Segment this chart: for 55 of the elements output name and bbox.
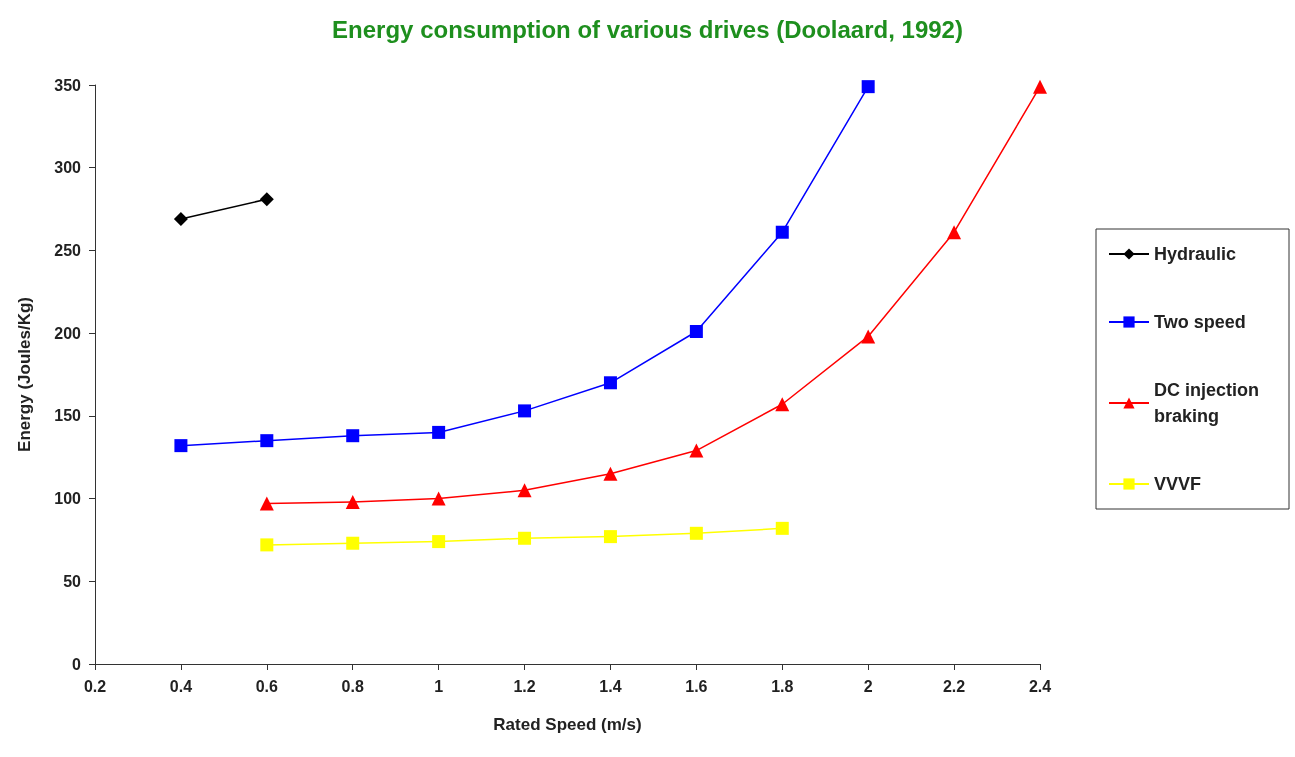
- point: [346, 536, 360, 550]
- point: [346, 429, 360, 443]
- x-tick-label: 2.2: [942, 677, 966, 695]
- point: [259, 192, 274, 207]
- point: [173, 212, 188, 226]
- point: [603, 466, 618, 481]
- point: [174, 439, 188, 453]
- point: [432, 425, 446, 439]
- y-axis-title: Energy (Joules/Kg): [15, 297, 34, 452]
- point: [689, 324, 703, 338]
- point: [603, 530, 617, 544]
- point: [861, 329, 876, 344]
- legend-label: VVVF: [1154, 474, 1202, 494]
- point: [259, 496, 274, 511]
- y-tick-label: 250: [54, 241, 82, 259]
- legend-label: Hydraulic: [1154, 244, 1237, 264]
- chart-title: Energy consumption of various drives (Doolaard, 1992): [332, 15, 963, 43]
- legend-label: Two speed: [1154, 312, 1246, 332]
- point: [517, 483, 532, 498]
- point: [689, 526, 703, 540]
- x-tick-label: 2.4: [1028, 677, 1052, 695]
- x-tick-label: 1.4: [599, 677, 622, 695]
- y-tick-label: 0: [72, 655, 82, 673]
- x-tick-label: 0.8: [341, 677, 364, 695]
- x-tick-label: 0.2: [83, 677, 107, 695]
- point: [260, 434, 274, 448]
- point: [775, 521, 789, 535]
- x-tick-label: 0.4: [169, 677, 193, 695]
- point: [861, 80, 875, 94]
- y-tick-label: 300: [54, 159, 82, 177]
- legend-label: DC injection braking: [1154, 380, 1265, 426]
- point: [775, 225, 789, 239]
- x-tick-label: 1.6: [685, 677, 708, 695]
- point: [775, 397, 790, 412]
- y-tick-label: 50: [63, 572, 82, 590]
- y-tick-label: 150: [54, 407, 82, 425]
- point: [432, 535, 446, 549]
- x-tick-label: 1.8: [771, 677, 794, 695]
- point: [603, 376, 617, 390]
- y-tick-label: 100: [54, 490, 82, 508]
- point: [518, 531, 532, 545]
- point: [689, 443, 704, 458]
- x-tick-label: 0.6: [255, 677, 279, 695]
- point: [1033, 79, 1047, 94]
- x-tick-label: 2: [863, 677, 873, 695]
- point: [260, 538, 274, 552]
- point: [345, 494, 360, 509]
- y-tick-label: 200: [54, 324, 82, 342]
- point: [518, 404, 532, 418]
- y-tick-label: 350: [54, 76, 82, 94]
- point: [431, 491, 446, 506]
- point: [947, 225, 962, 240]
- x-axis-title: Rated Speed (m/s): [493, 715, 642, 734]
- x-tick-label: 1.2: [513, 677, 536, 695]
- x-tick-label: 1: [434, 677, 444, 695]
